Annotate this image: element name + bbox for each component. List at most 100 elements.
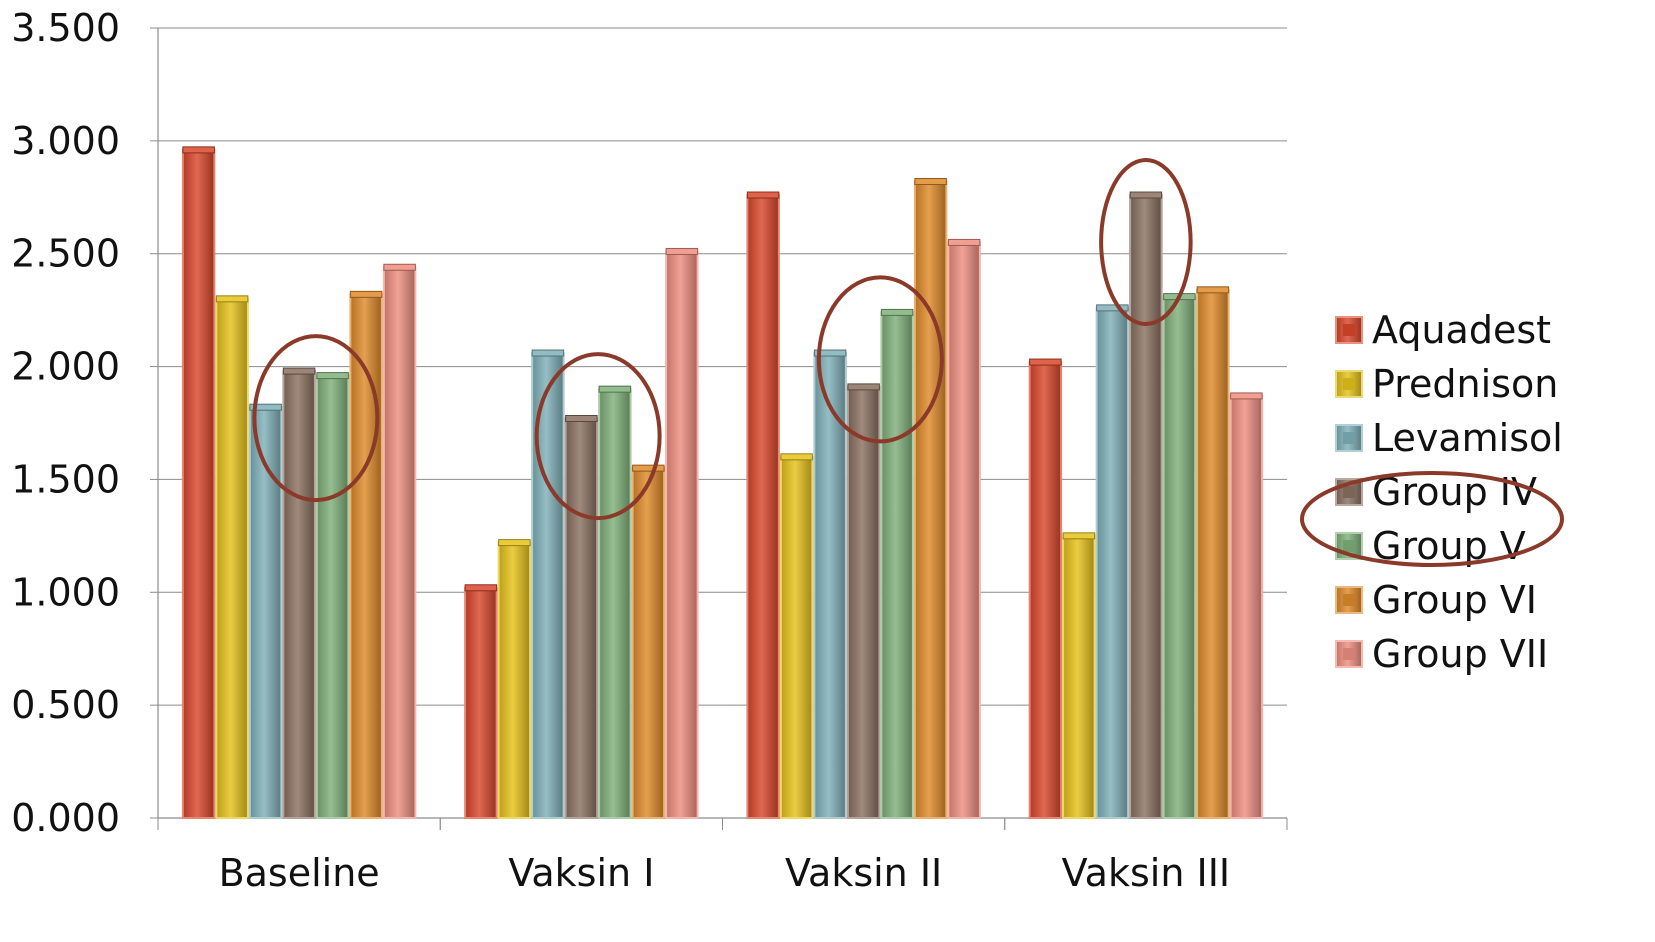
legend-swatch: [1335, 640, 1363, 668]
y-tick-label: 3.000: [11, 119, 120, 163]
legend-swatch: [1335, 316, 1363, 344]
y-tick-label: 2.500: [11, 232, 120, 276]
bar: [1229, 392, 1264, 819]
x-category-label: Vaksin I: [508, 851, 654, 895]
bar-top: [947, 238, 981, 246]
bar-body: [282, 370, 316, 819]
bar-top: [282, 367, 316, 375]
bar-body: [382, 266, 417, 819]
y-tick-label: 1.000: [11, 570, 120, 614]
bar: [464, 584, 498, 819]
bar-body: [1028, 361, 1063, 819]
bar: [746, 191, 780, 819]
highlight-ellipse: [816, 275, 944, 444]
x-category-label: Vaksin III: [1062, 851, 1230, 895]
bar-top: [1196, 286, 1230, 294]
bar: [564, 414, 599, 819]
bars: [181, 146, 1264, 820]
y-tick-label: 0.500: [11, 683, 120, 727]
highlight-ellipse: [534, 352, 662, 521]
bar-top: [1096, 304, 1129, 312]
bar: [382, 263, 417, 819]
bar-top: [1230, 392, 1263, 400]
x-axis-category-labels: Baseline Vaksin I Vaksin II Vaksin III: [219, 851, 1231, 895]
bar-body: [880, 311, 914, 819]
highlight-ellipse: [1099, 158, 1193, 327]
bar-top: [746, 191, 780, 199]
bar: [282, 367, 316, 819]
bar-top: [498, 539, 531, 547]
legend-swatch-inner: [1343, 486, 1355, 498]
bar: [598, 385, 632, 819]
legend-swatch-inner: [1343, 594, 1355, 606]
bar: [1062, 532, 1096, 819]
bar-body: [598, 388, 632, 819]
legend-label: Group VI: [1372, 578, 1537, 622]
highlight-ellipse: [1300, 471, 1564, 567]
highlight-ellipse: [252, 334, 380, 503]
legend-item: Group VI: [1335, 578, 1537, 622]
annotation-ellipses: [252, 158, 1564, 567]
y-tick-label: 0.000: [11, 796, 120, 840]
legend: Aquadest Prednison Levamisol Group IV Group …: [1335, 308, 1563, 676]
legend-item: Group VII: [1335, 632, 1548, 676]
bar: [1196, 286, 1230, 820]
bar-top: [249, 403, 282, 411]
bar-body: [315, 374, 350, 819]
bar: [947, 238, 981, 819]
bar: [665, 247, 699, 819]
bar-body: [913, 180, 948, 819]
legend-label: Levamisol: [1372, 416, 1563, 460]
bar: [1129, 191, 1163, 819]
bar-top: [880, 308, 914, 316]
y-tick-label: 1.500: [11, 457, 120, 501]
legend-item: Group V: [1335, 524, 1526, 568]
bar-top: [598, 385, 632, 393]
bar-top: [1029, 358, 1062, 366]
y-tick-label: 3.500: [11, 6, 120, 50]
bar: [1162, 293, 1197, 820]
bar: [181, 146, 216, 819]
bar-body: [1129, 194, 1163, 819]
x-category-label: Vaksin II: [785, 851, 942, 895]
bar: [215, 295, 249, 820]
legend-swatch-inner: [1343, 432, 1355, 444]
bar: [631, 464, 666, 819]
y-axis-tick-labels: 0.000 0.500 1.000 1.500 2.000 2.500 3.000 3.500: [11, 6, 120, 840]
bar-body: [1095, 306, 1130, 819]
bar-body: [1229, 394, 1264, 819]
x-category-label: Baseline: [219, 851, 380, 895]
bar: [497, 539, 532, 820]
legend-item: Aquadest: [1335, 308, 1551, 352]
bar-top: [182, 146, 215, 154]
legend-swatch-inner: [1343, 540, 1355, 552]
bar: [349, 290, 383, 820]
bar-top: [215, 295, 249, 303]
legend-label: Group IV: [1372, 470, 1537, 514]
bar-top: [1062, 532, 1096, 540]
bar-body: [1162, 295, 1197, 820]
bar-body: [1062, 534, 1096, 819]
bar: [880, 308, 914, 819]
bar: [846, 383, 881, 819]
legend-swatch-inner: [1343, 648, 1355, 660]
legend-label: Prednison: [1372, 362, 1558, 406]
bar: [1095, 304, 1130, 819]
legend-swatch: [1335, 424, 1363, 452]
bar-top: [780, 453, 813, 461]
bar-top: [914, 177, 947, 185]
legend-label: Group VII: [1372, 632, 1548, 676]
bar-body: [215, 297, 249, 820]
legend-item: Levamisol: [1335, 416, 1563, 460]
legend-swatch-inner: [1343, 378, 1355, 390]
bar-body: [464, 586, 498, 819]
bar: [913, 177, 948, 819]
bar-top: [565, 414, 598, 422]
legend-swatch-inner: [1343, 324, 1355, 336]
bar-top: [813, 349, 847, 357]
y-tick-label: 2.000: [11, 345, 120, 389]
legend-item: Group IV: [1335, 470, 1537, 514]
bar: [813, 349, 847, 819]
bar-body: [349, 293, 383, 820]
